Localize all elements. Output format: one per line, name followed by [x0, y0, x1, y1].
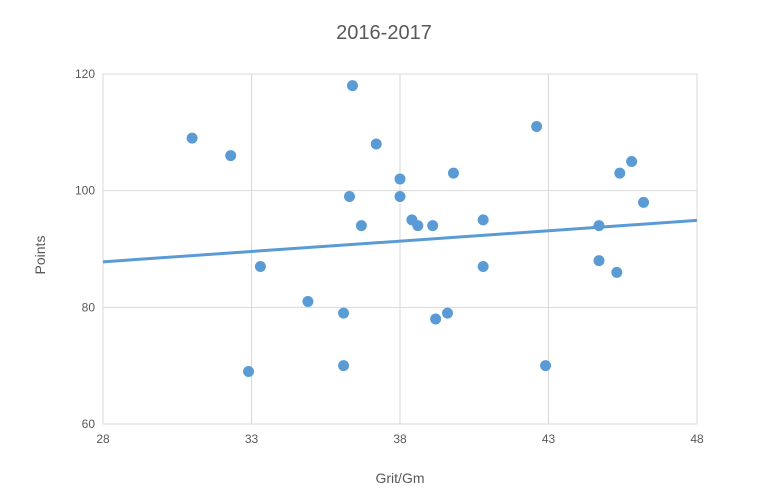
y-axis-label: Points: [32, 235, 48, 275]
y-tick-label: 60: [82, 417, 96, 431]
data-point: [611, 266, 623, 278]
data-point: [225, 150, 237, 162]
data-point: [338, 360, 350, 372]
data-point: [427, 220, 439, 232]
data-point: [614, 167, 626, 179]
chart-title: 2016-2017: [336, 22, 432, 44]
data-point: [447, 167, 459, 179]
data-point: [302, 296, 314, 307]
data-point: [346, 80, 358, 92]
x-axis-label: Grit/Gm: [375, 470, 425, 486]
data-point: [370, 138, 382, 150]
data-point: [412, 220, 424, 232]
data-point: [477, 261, 489, 272]
data-point: [344, 191, 356, 202]
data-point: [638, 196, 650, 208]
data-point: [531, 121, 543, 132]
data-point: [186, 132, 198, 144]
y-tick-label: 120: [75, 67, 95, 81]
data-point: [593, 255, 605, 267]
data-point: [394, 191, 406, 202]
x-tick-label: 48: [690, 432, 704, 446]
data-point: [430, 313, 442, 325]
data-point: [442, 307, 454, 319]
data-point: [243, 366, 255, 377]
x-tick-label: 28: [96, 432, 110, 446]
data-point: [355, 220, 367, 232]
x-tick-label: 33: [245, 432, 259, 446]
data-point: [540, 360, 552, 372]
data-point: [254, 261, 266, 272]
x-tick-label: 38: [393, 432, 407, 446]
y-tick-label: 80: [82, 300, 96, 314]
data-point: [477, 214, 489, 226]
data-point: [626, 156, 638, 167]
data-point: [394, 173, 406, 185]
x-tick-label: 43: [542, 432, 556, 446]
data-point: [593, 220, 605, 232]
data-point: [338, 307, 350, 319]
y-tick-label: 100: [75, 184, 95, 198]
